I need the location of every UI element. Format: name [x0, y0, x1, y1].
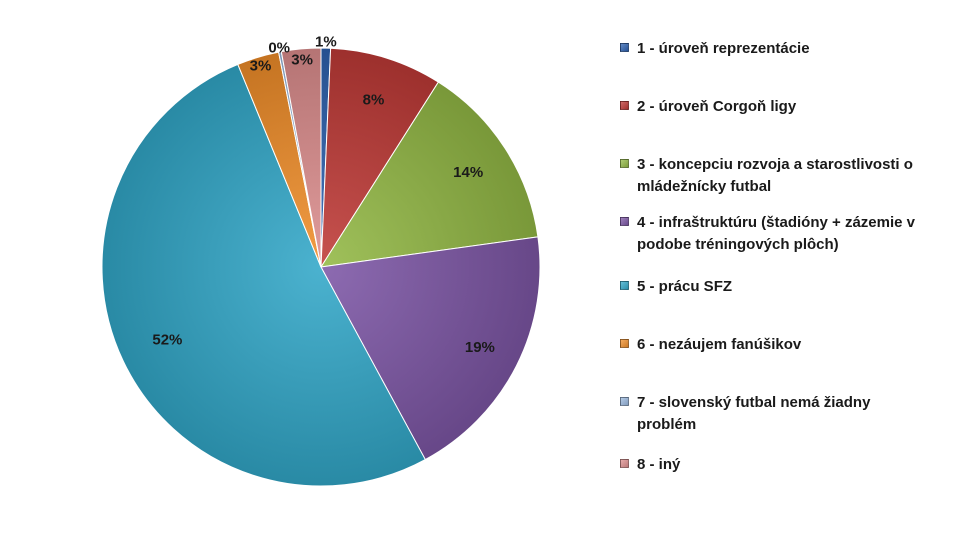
legend-label-8: 8 - iný [637, 454, 680, 476]
legend-label-6: 6 - nezáujem fanúšikov [637, 334, 801, 356]
legend-swatch-1 [620, 43, 629, 52]
legend-label-7: 7 - slovenský futbal nemá žiadny problém [637, 392, 870, 436]
legend-label-1: 1 - úroveň reprezentácie [637, 38, 810, 60]
legend-label-line: 8 - iný [637, 456, 681, 473]
legend-item-5: 5 - prácu SFZ [620, 276, 965, 298]
legend-label-4: 4 - infraštruktúru (štadióny + zázemie v… [637, 212, 915, 256]
data-label-3: 14% [453, 164, 483, 181]
legend-label-line: 6 - nezáujem fanúšikov [637, 336, 802, 353]
legend-swatch-7 [620, 397, 629, 406]
legend-swatch-2 [620, 101, 629, 110]
pie-slice-4 [320, 236, 541, 461]
legend-item-1: 1 - úroveň reprezentácie [620, 38, 965, 60]
legend-swatch-3 [620, 159, 629, 168]
data-label-7: 0% [268, 39, 290, 56]
legend-label-line: podobe tréningových plôch) [637, 236, 839, 253]
pie-data-labels: 1% 8% 14% 19% 52% 3%0%3% [152, 34, 495, 356]
pie-slice-5 [101, 63, 426, 487]
legend-label-line: 2 - úroveň Corgoň ligy [637, 98, 797, 115]
legend-label-line: 1 - úroveň reprezentácie [637, 40, 810, 57]
legend-swatch-4 [620, 217, 629, 226]
data-label-6: 3% [250, 57, 272, 74]
data-label-5: 52% [152, 331, 182, 348]
legend-item-3: 3 - koncepciu rozvoja a starostlivosti o… [620, 154, 965, 198]
pie-slices [101, 47, 541, 487]
legend-label-3: 3 - koncepciu rozvoja a starostlivosti o… [637, 154, 913, 198]
legend-label-line: mládežnícky futbal [637, 178, 772, 195]
legend-item-4: 4 - infraštruktúru (štadióny + zázemie v… [620, 212, 965, 256]
legend-label-line: 5 - prácu SFZ [637, 278, 733, 295]
legend-item-6: 6 - nezáujem fanúšikov [620, 334, 965, 356]
data-label-1: 1% [315, 34, 337, 51]
legend-label-line: 7 - slovenský futbal nemá žiadny [637, 394, 871, 411]
legend-label-5: 5 - prácu SFZ [637, 276, 732, 298]
data-label-2: 8% [363, 92, 385, 109]
legend-item-2: 2 - úroveň Corgoň ligy [620, 96, 965, 118]
legend-label-line: 3 - koncepciu rozvoja a starostlivosti o [637, 156, 913, 173]
pie-slice-3 [319, 81, 539, 268]
data-label-4: 19% [465, 339, 495, 356]
legend-swatch-5 [620, 281, 629, 290]
pie-slice-2 [320, 47, 440, 269]
legend-label-line: problém [637, 416, 697, 433]
legend-label-line: 4 - infraštruktúru (štadióny + zázemie v [637, 214, 915, 231]
legend-swatch-6 [620, 339, 629, 348]
legend-swatch-8 [620, 459, 629, 468]
legend-item-7: 7 - slovenský futbal nemá žiadny problém [620, 392, 965, 436]
legend-label-2: 2 - úroveň Corgoň ligy [637, 96, 796, 118]
legend-item-8: 8 - iný [620, 454, 965, 476]
data-label-8: 3% [291, 51, 313, 68]
pie-slice-8 [280, 47, 322, 268]
